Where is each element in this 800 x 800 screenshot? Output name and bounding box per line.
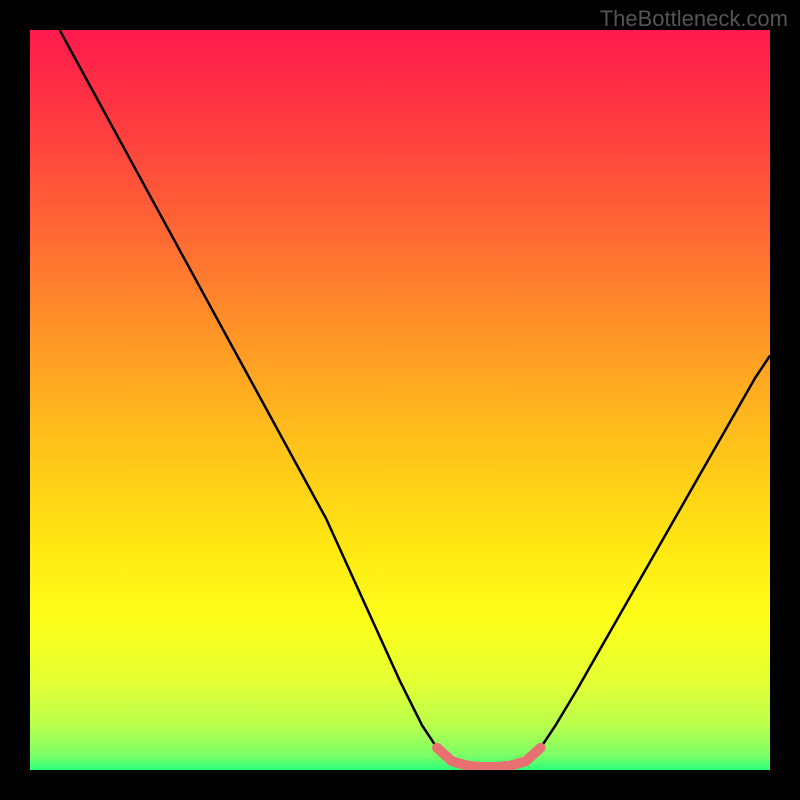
highlight-curve-segment: [437, 748, 541, 767]
main-curve-line: [60, 30, 770, 767]
watermark-text: TheBottleneck.com: [600, 6, 788, 32]
bottleneck-curve-chart: [30, 30, 770, 770]
chart-plot-area: [30, 30, 770, 770]
